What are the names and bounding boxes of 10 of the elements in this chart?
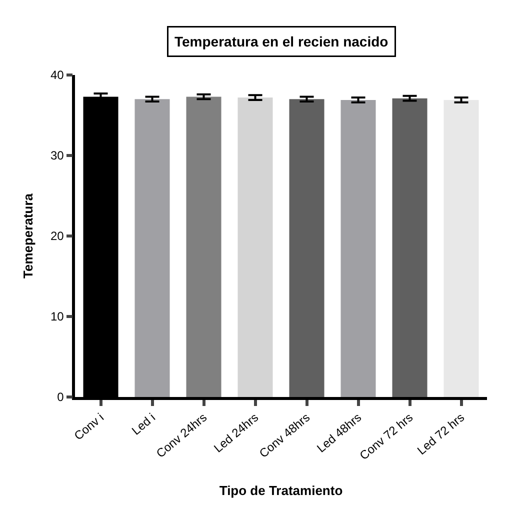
y-tick-label: 20 bbox=[50, 229, 64, 244]
x-tick-label: Led i bbox=[129, 410, 158, 438]
chart-title: Temperatura en el recien nacido bbox=[174, 34, 388, 50]
y-tick-label: 40 bbox=[50, 68, 64, 82]
y-tick-label: 10 bbox=[50, 310, 64, 324]
y-tick-label: 30 bbox=[50, 148, 64, 163]
y-tick-label: 0 bbox=[57, 390, 64, 404]
x-axis-title: Tipo de Tratamiento bbox=[219, 483, 343, 498]
x-tick-label: Led 72 hrs bbox=[414, 410, 468, 458]
y-axis-title: Temeperatura bbox=[20, 192, 36, 279]
